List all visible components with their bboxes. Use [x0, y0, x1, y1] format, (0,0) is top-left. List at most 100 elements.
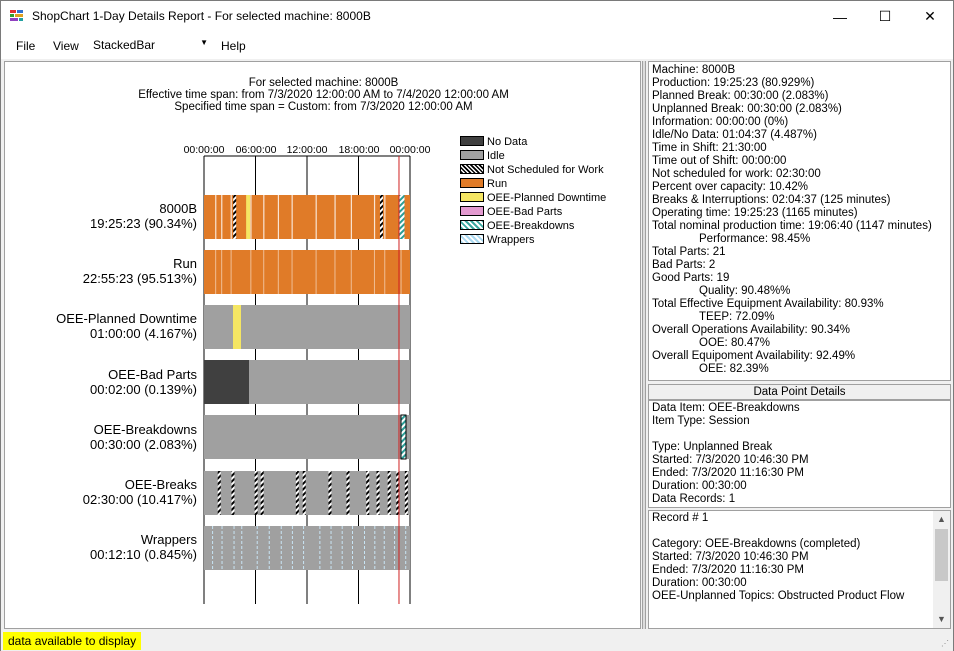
bar-segment-not-scheduled	[231, 471, 235, 515]
stat-line: Information: 00:00:00 (0%)	[652, 116, 789, 128]
bar-segment-not-scheduled	[217, 471, 221, 515]
bar-segment-gap	[315, 195, 317, 239]
bar-segment-not-scheduled	[260, 471, 264, 515]
row-name: OEE-Planned Downtime	[56, 311, 197, 326]
stat-line: Quality: 90.48%%	[699, 285, 791, 297]
bar-segment-gap	[400, 250, 402, 294]
bar-segment-gap	[291, 195, 293, 239]
minimize-button[interactable]: —	[817, 1, 863, 32]
data-point-line: Type: Unplanned Break	[652, 441, 773, 453]
stat-line: OOE: 80.47%	[699, 337, 770, 349]
dropdown-arrow-icon: ▼	[200, 38, 208, 47]
stat-line: Machine: 8000B	[652, 64, 736, 76]
menu-file[interactable]: File	[16, 39, 36, 53]
legend-item: Wrappers	[460, 234, 534, 246]
legend-item: OEE-Breakdowns	[460, 220, 574, 232]
row-value: 00:12:10 (0.845%)	[90, 547, 197, 562]
record-scrollbar[interactable]: ▲ ▼	[933, 511, 950, 628]
bar-segment-gap	[263, 250, 265, 294]
legend-swatch	[460, 234, 484, 244]
record-line: Category: OEE-Breakdowns (completed)	[652, 538, 861, 550]
legend-item: Run	[460, 178, 507, 190]
stat-line: Planned Break: 00:30:00 (2.083%)	[652, 90, 829, 102]
minimize-icon: —	[833, 8, 847, 25]
bar-segment-gap	[221, 195, 223, 239]
row-label: OEE-Breaks 02:30:00 (10.417%)	[83, 477, 197, 507]
row-name: OEE-Bad Parts	[108, 367, 197, 382]
row-name: OEE-Breakdowns	[93, 422, 197, 437]
data-point-line: Ended: 7/3/2020 11:16:30 PM	[652, 467, 804, 479]
menu-view[interactable]: View	[53, 39, 79, 53]
stat-line: Unplanned Break: 00:30:00 (2.083%)	[652, 103, 842, 115]
pane-splitter[interactable]	[642, 61, 646, 629]
resize-grip-icon[interactable]: ⋰	[941, 639, 949, 648]
bar-segment-gap	[250, 250, 252, 294]
chart-header-specified-span: Specified time span = Custom: from 7/3/2…	[174, 101, 473, 113]
bar-segment-idle	[204, 526, 410, 570]
chart-type-value: StackedBar	[93, 38, 156, 52]
bar-segment-gap	[334, 195, 336, 239]
stat-line: Breaks & Interruptions: 02:04:37 (125 mi…	[652, 194, 891, 206]
stat-line: Bad Parts: 2	[652, 259, 716, 271]
bar-segment-gap	[221, 250, 223, 294]
legend-swatch	[460, 178, 484, 188]
scroll-down-icon[interactable]: ▼	[937, 614, 946, 624]
stat-line: Time out of Shift: 00:00:00	[652, 155, 787, 167]
bar-segment-not-scheduled	[295, 471, 299, 515]
legend-swatch	[460, 150, 484, 160]
bar-segment-gap	[373, 250, 375, 294]
row-value: 01:00:00 (4.167%)	[90, 326, 197, 341]
record-details[interactable]: ▲ ▼ Record # 1 Category: OEE-Breakdowns (…	[648, 510, 951, 629]
row-name: Wrappers	[140, 532, 197, 547]
bar-segment-run	[204, 195, 410, 239]
bar-segment-idle	[204, 471, 410, 515]
bar-segment-gap	[263, 195, 265, 239]
legend-label: Wrappers	[487, 234, 535, 246]
row-label: 8000B 19:25:23 (90.34%)	[90, 201, 197, 231]
menu-help[interactable]: Help	[221, 39, 246, 53]
stat-line: Operating time: 19:25:23 (1165 minutes)	[652, 207, 858, 219]
legend-swatch	[460, 136, 484, 146]
legend-swatch	[460, 206, 484, 216]
bar-segment-not-scheduled	[366, 471, 370, 515]
bar-segment-idle	[204, 415, 410, 459]
bar-segment-breakdown	[400, 414, 407, 460]
bar-segment-gap	[373, 195, 376, 239]
legend-label: Run	[487, 178, 508, 190]
bar-segment-not-scheduled	[233, 195, 237, 239]
legend-item: OEE-Planned Downtime	[460, 192, 606, 204]
bar-segment-not-scheduled	[254, 471, 258, 515]
record-line: Started: 7/3/2020 10:46:30 PM	[652, 551, 809, 563]
bar-segment-gap	[384, 195, 386, 239]
legend-label: OEE-Bad Parts	[487, 206, 563, 218]
stat-line: Overall Equipoment Availability: 92.49%	[652, 350, 856, 362]
record-line: Record # 1	[652, 512, 709, 524]
time-tick-label: 00:00:00	[183, 144, 225, 156]
stat-line: Idle/No Data: 01:04:37 (4.487%)	[652, 129, 817, 141]
bar-segment-planned-downtime	[246, 195, 251, 239]
bar-segment-gap	[215, 195, 217, 239]
row-label: Wrappers 00:12:10 (0.845%)	[90, 532, 197, 562]
summary-stats-panel: Machine: 8000B Production: 19:25:23 (80.9…	[648, 61, 951, 381]
legend-item: Not Scheduled for Work	[460, 164, 604, 176]
timeline-chart[interactable]	[5, 62, 641, 629]
bar-segment-not-scheduled	[328, 471, 332, 515]
maximize-button[interactable]: ☐	[862, 1, 908, 32]
scroll-thumb[interactable]	[935, 529, 948, 581]
bar-segment-gap	[250, 195, 252, 239]
scroll-up-icon[interactable]: ▲	[937, 514, 946, 524]
stat-line: Performance: 98.45%	[699, 233, 811, 245]
bar-segment-planned-downtime	[233, 305, 241, 349]
bar-segment-gap	[350, 250, 352, 294]
chart-header-machine: For selected machine: 8000B	[248, 77, 399, 89]
stat-line: Good Parts: 19	[652, 272, 730, 284]
row-label: OEE-Breakdowns 00:30:00 (2.083%)	[90, 422, 197, 452]
time-tick-label: 00:00:00	[389, 144, 431, 156]
chart-type-select[interactable]: StackedBar ▼	[88, 34, 212, 56]
close-button[interactable]: ✕	[907, 1, 953, 32]
stat-line: Percent over capacity: 10.42%	[652, 181, 808, 193]
close-icon: ✕	[924, 8, 936, 24]
row-value: 00:02:00 (0.139%)	[90, 382, 197, 397]
data-point-line: Duration: 00:30:00	[652, 480, 747, 492]
